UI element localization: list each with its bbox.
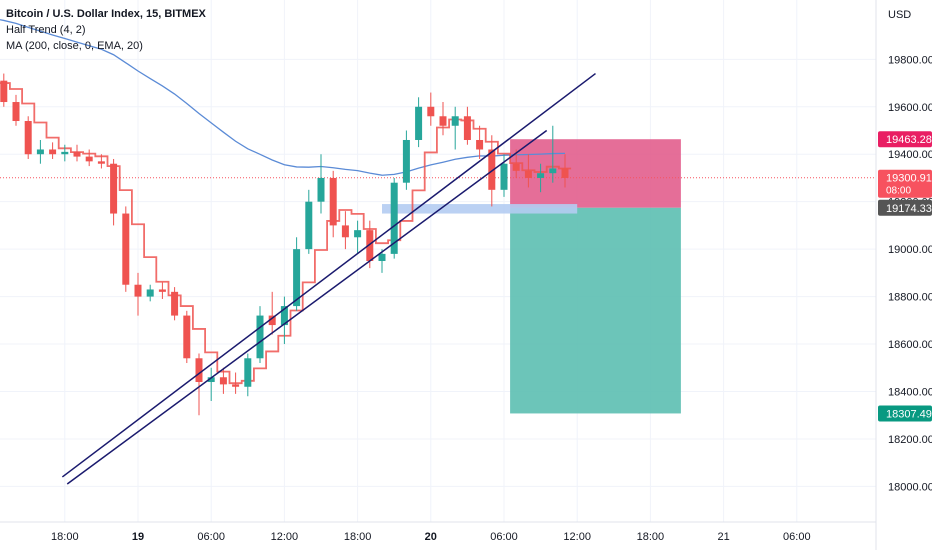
candle-body xyxy=(476,139,484,150)
candle-body xyxy=(439,116,447,126)
indicator-half-trend-label[interactable]: Half Trend (4, 2) xyxy=(6,24,86,36)
candle-body xyxy=(415,106,423,140)
time-tick-label: 18:00 xyxy=(637,531,665,543)
price-tick-label: 18800.00 xyxy=(888,292,932,304)
chart-title: Bitcoin / U.S. Dollar Index, 15, BITMEX xyxy=(6,8,206,20)
price-tick-label: 18000.00 xyxy=(888,481,932,493)
candle-body xyxy=(24,121,32,155)
candle-body xyxy=(537,173,545,178)
candle-body xyxy=(36,149,44,155)
candle-body xyxy=(500,163,508,190)
price-tick-label: 18600.00 xyxy=(888,339,932,351)
time-tick-label: 18:00 xyxy=(344,531,372,543)
price-tick-label: 18400.00 xyxy=(888,387,932,399)
candle-body xyxy=(488,149,496,190)
trendline xyxy=(66,129,548,485)
price-tick-label: 19400.00 xyxy=(888,149,932,161)
time-tick-label: 20 xyxy=(425,531,437,543)
chart-grid xyxy=(0,0,876,522)
price-label-sub: 08:00 xyxy=(886,186,911,197)
candle-body xyxy=(171,291,179,316)
candle-body xyxy=(219,377,227,385)
candle-body xyxy=(427,106,435,117)
price-tick-label: 19000.00 xyxy=(888,244,932,256)
price-label-text: 19300.91 xyxy=(886,173,932,185)
candle-body xyxy=(61,151,69,155)
candle-body xyxy=(378,253,386,261)
candle-body xyxy=(49,149,57,155)
candle-body xyxy=(268,315,276,326)
price-tick-label: 18200.00 xyxy=(888,434,932,446)
time-tick-label: 06:00 xyxy=(783,531,811,543)
trendline xyxy=(61,72,596,478)
candle-body xyxy=(329,177,337,226)
candle-body xyxy=(293,249,301,307)
indicator-ma-label[interactable]: MA (200, close, 0, EMA, 20) xyxy=(6,40,143,52)
price-axis-bg xyxy=(876,0,932,550)
stop-loss-zone xyxy=(510,139,681,208)
ema-line xyxy=(0,19,566,176)
candle-body xyxy=(390,182,398,254)
candle-body xyxy=(280,306,288,326)
price-label-text: 19174.33 xyxy=(886,203,932,215)
price-tick-label: 19800.00 xyxy=(888,54,932,66)
chart-legend: Bitcoin / U.S. Dollar Index, 15, BITMEX … xyxy=(6,6,206,54)
candle-body xyxy=(341,225,349,238)
candle-body xyxy=(158,289,166,292)
candle-body xyxy=(183,315,191,359)
candle-body xyxy=(85,156,93,162)
ema-200-line xyxy=(0,19,566,176)
candle-body xyxy=(402,139,410,183)
price-label-badge xyxy=(878,169,932,198)
candle-body xyxy=(463,116,471,140)
candlestick-series xyxy=(0,73,569,416)
price-tick-label: 19600.00 xyxy=(888,102,932,114)
candle-body xyxy=(524,170,532,178)
candle-body xyxy=(73,151,81,157)
price-label-text: 18307.49 xyxy=(886,408,932,420)
candle-body xyxy=(317,177,325,202)
candle-body xyxy=(232,384,240,387)
candle-body xyxy=(122,213,130,285)
candle-body xyxy=(134,284,142,297)
take-profit-zone xyxy=(510,207,681,414)
time-axis[interactable]: 18:00 19 06:00 12:00 18:00 20 06:00 12:00 18:00 2… xyxy=(0,521,876,543)
price-axis-unit: USD xyxy=(888,9,911,21)
candle-body xyxy=(0,80,8,103)
price-label-badge xyxy=(878,199,932,216)
candle-body xyxy=(207,377,215,383)
candle-body xyxy=(146,289,154,297)
candle-body xyxy=(12,102,20,122)
trendlines[interactable] xyxy=(61,72,596,485)
candle-body xyxy=(244,358,252,387)
price-label-badge xyxy=(878,131,932,148)
time-tick-label: 21 xyxy=(717,531,729,543)
time-tick-label: 12:00 xyxy=(271,531,299,543)
price-axis[interactable]: USD 18000.00 18200.00 18400.00 18600.00 18800… xyxy=(875,0,932,550)
time-tick-label: 06:00 xyxy=(197,531,225,543)
time-tick-label: 19 xyxy=(132,531,144,543)
candle-body xyxy=(451,116,459,126)
candle-body xyxy=(561,168,569,178)
candle-body xyxy=(549,168,557,174)
candle-body xyxy=(354,230,362,238)
time-tick-label: 18:00 xyxy=(51,531,79,543)
candle-body xyxy=(305,201,313,250)
candle-body xyxy=(256,315,264,359)
candle-body xyxy=(512,163,520,171)
support-zone xyxy=(382,204,578,214)
time-tick-label: 06:00 xyxy=(490,531,518,543)
price-label-badge xyxy=(878,405,932,422)
candle-body xyxy=(97,161,105,164)
time-tick-label: 12:00 xyxy=(563,531,591,543)
candle-body xyxy=(195,358,203,383)
candle-body xyxy=(110,163,118,214)
candle-body xyxy=(366,230,374,261)
price-label-text: 19463.28 xyxy=(886,134,932,146)
position-zones xyxy=(0,139,876,414)
